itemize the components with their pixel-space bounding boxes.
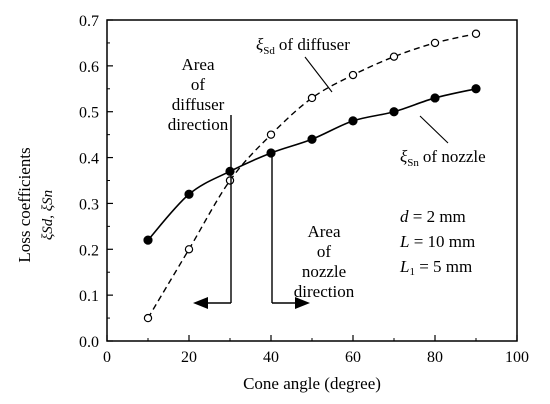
y-axis-title: Loss coefficients [15,147,34,262]
nozzle-area-line-3: nozzle [302,262,346,281]
diffuser-data-point [143,313,153,323]
y-tick-label: 0.5 [79,105,99,122]
nozzle-data-point [225,166,235,176]
y-tick-label: 0.6 [79,59,99,76]
diffuser-arrow-head [193,297,208,309]
nozzle-area-annotation: Area of nozzle direction [271,150,355,309]
y-axis-subtitle: ξSd, ξSn [40,190,56,240]
nozzle-data-point [389,107,399,117]
nozzle-area-line-4: direction [294,282,355,301]
diffuser-area-line-1: Area [181,55,214,74]
series-markers-diffuser [143,29,481,323]
diffuser-data-point [184,245,194,254]
diffuser-data-point [430,38,440,48]
parameters-annotation: d = 2 mm L = 10 mm L1 = 5 mm [399,207,475,278]
nozzle-data-point [143,235,153,245]
x-axis-ticks: 0 20 40 60 80 100 [103,335,529,366]
diffuser-area-annotation: Area of diffuser direction [168,55,232,309]
y-axis-title-line2: ξSd, ξSn [40,190,56,240]
x-tick-label: 80 [427,349,443,366]
nozzle-data-point [471,84,481,94]
nozzle-data-point [266,148,276,158]
param-L: L = 10 mm [399,232,475,251]
y-tick-label: 0.7 [79,13,99,30]
nozzle-data-point [430,93,440,103]
param-d: d = 2 mm [400,207,466,226]
y-axis-symbols: ξSd, ξSn [40,190,56,240]
y-tick-label: 0.1 [79,288,99,305]
param-L1: L1 = 5 mm [399,257,472,278]
nozzle-area-line-2: of [317,242,332,261]
diffuser-area-line-3: diffuser [172,95,225,114]
series-line-diffuser [147,33,477,319]
y-tick-label: 0.4 [79,151,99,168]
diffuser-data-point [471,29,481,38]
x-axis-title: Cone angle (degree) [243,374,381,393]
y-tick-label: 0.2 [79,242,99,259]
y-tick-label: 0.0 [79,334,99,351]
diffuser-data-point [389,52,399,61]
leader-diffuser [304,56,333,93]
diffuser-data-point [348,70,358,80]
leader-nozzle [419,115,449,144]
nozzle-data-point [348,116,358,126]
diffuser-area-line-2: of [191,75,206,94]
series-label-nozzle: ξSn of nozzle [400,147,486,169]
y-axis-title-line1: Loss coefficients [15,147,34,262]
x-tick-label: 40 [263,349,279,366]
series-label-diffuser: ξSd of diffuser [256,35,350,57]
y-tick-label: 0.3 [79,196,99,213]
nozzle-area-line-1: Area [307,222,340,241]
x-tick-label: 60 [345,349,361,366]
y-axis-ticks: 0.0 0.1 0.2 0.3 0.4 0.5 0.6 0.7 [79,13,113,351]
series-markers-nozzle [143,84,481,245]
x-tick-label: 20 [181,349,197,366]
nozzle-arrow-head [295,297,310,309]
x-tick-label: 0 [103,349,111,366]
diffuser-area-line-4: direction [168,115,229,134]
diffuser-data-point [307,93,317,103]
nozzle-data-point [184,189,194,199]
diffuser-data-point [225,176,235,185]
x-tick-label: 100 [505,349,529,366]
nozzle-data-point [307,134,317,144]
diffuser-data-point [266,130,276,139]
